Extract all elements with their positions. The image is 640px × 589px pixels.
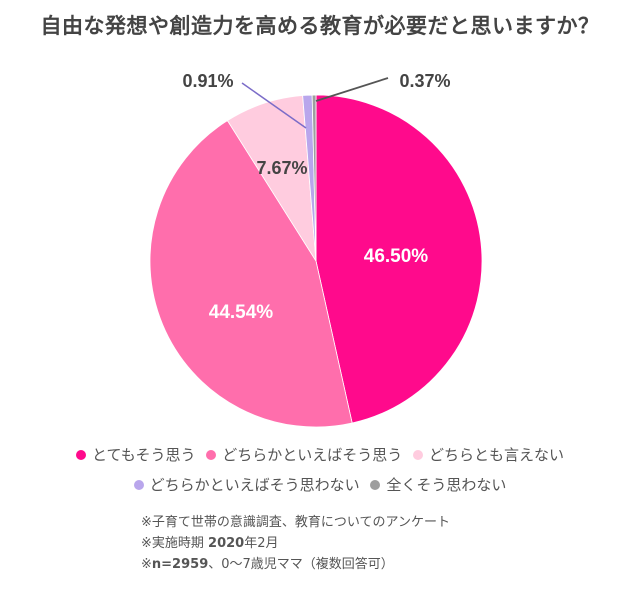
legend-item-neutral: どちらとも言えない [413, 444, 564, 465]
legend-dot-icon [413, 449, 424, 460]
slice-strongly-disagree [311, 94, 317, 262]
legend-dot-icon [370, 479, 381, 490]
legend-item-somewhat-agree: どちらかといえばそう思う [206, 444, 402, 465]
note-period: ※実施時期 2020年2月 [141, 536, 279, 551]
pie-chart: 46.50% 44.54% 7.67% 0.91% 0.37% [149, 71, 483, 428]
label-0-91: 0.91% [182, 71, 233, 91]
slice-strongly-agree [315, 94, 483, 424]
legend-dot-icon [206, 449, 217, 460]
label-44-54: 44.54% [209, 302, 274, 323]
leader-line-0-37 [315, 77, 389, 102]
legend-row-1: とてもそう思う どちらかといえばそう思う どちらとも言えない [0, 444, 640, 465]
leader-line-0-91 [241, 82, 307, 129]
note-sample: ※n=2959、0〜7歳児ママ（複数回答可） [141, 557, 394, 572]
note-survey: ※子育て世帯の意識調査、教育についてのアンケート [141, 515, 450, 530]
legend-row-2: どちらかといえばそう思わない 全くそう思わない [0, 474, 640, 495]
label-0-37: 0.37% [399, 71, 450, 91]
legend-dot-icon [75, 449, 86, 460]
footnotes: ※子育て世帯の意識調査、教育についてのアンケート ※実施時期 2020年2月 ※… [141, 512, 450, 575]
legend-item-strongly-disagree: 全くそう思わない [370, 474, 506, 495]
slice-somewhat-agree [149, 120, 353, 428]
legend-item-strongly-agree: とてもそう思う [75, 444, 195, 465]
label-46-50: 46.50% [364, 246, 429, 267]
legend-dot-icon [133, 479, 144, 490]
chart-title: 自由な発想や創造力を高める教育が必要だと思いますか？ [40, 14, 600, 38]
label-7-67: 7.67% [256, 158, 307, 178]
legend-item-somewhat-disagree: どちらかといえばそう思わない [133, 474, 360, 495]
pie-slices [149, 94, 483, 428]
